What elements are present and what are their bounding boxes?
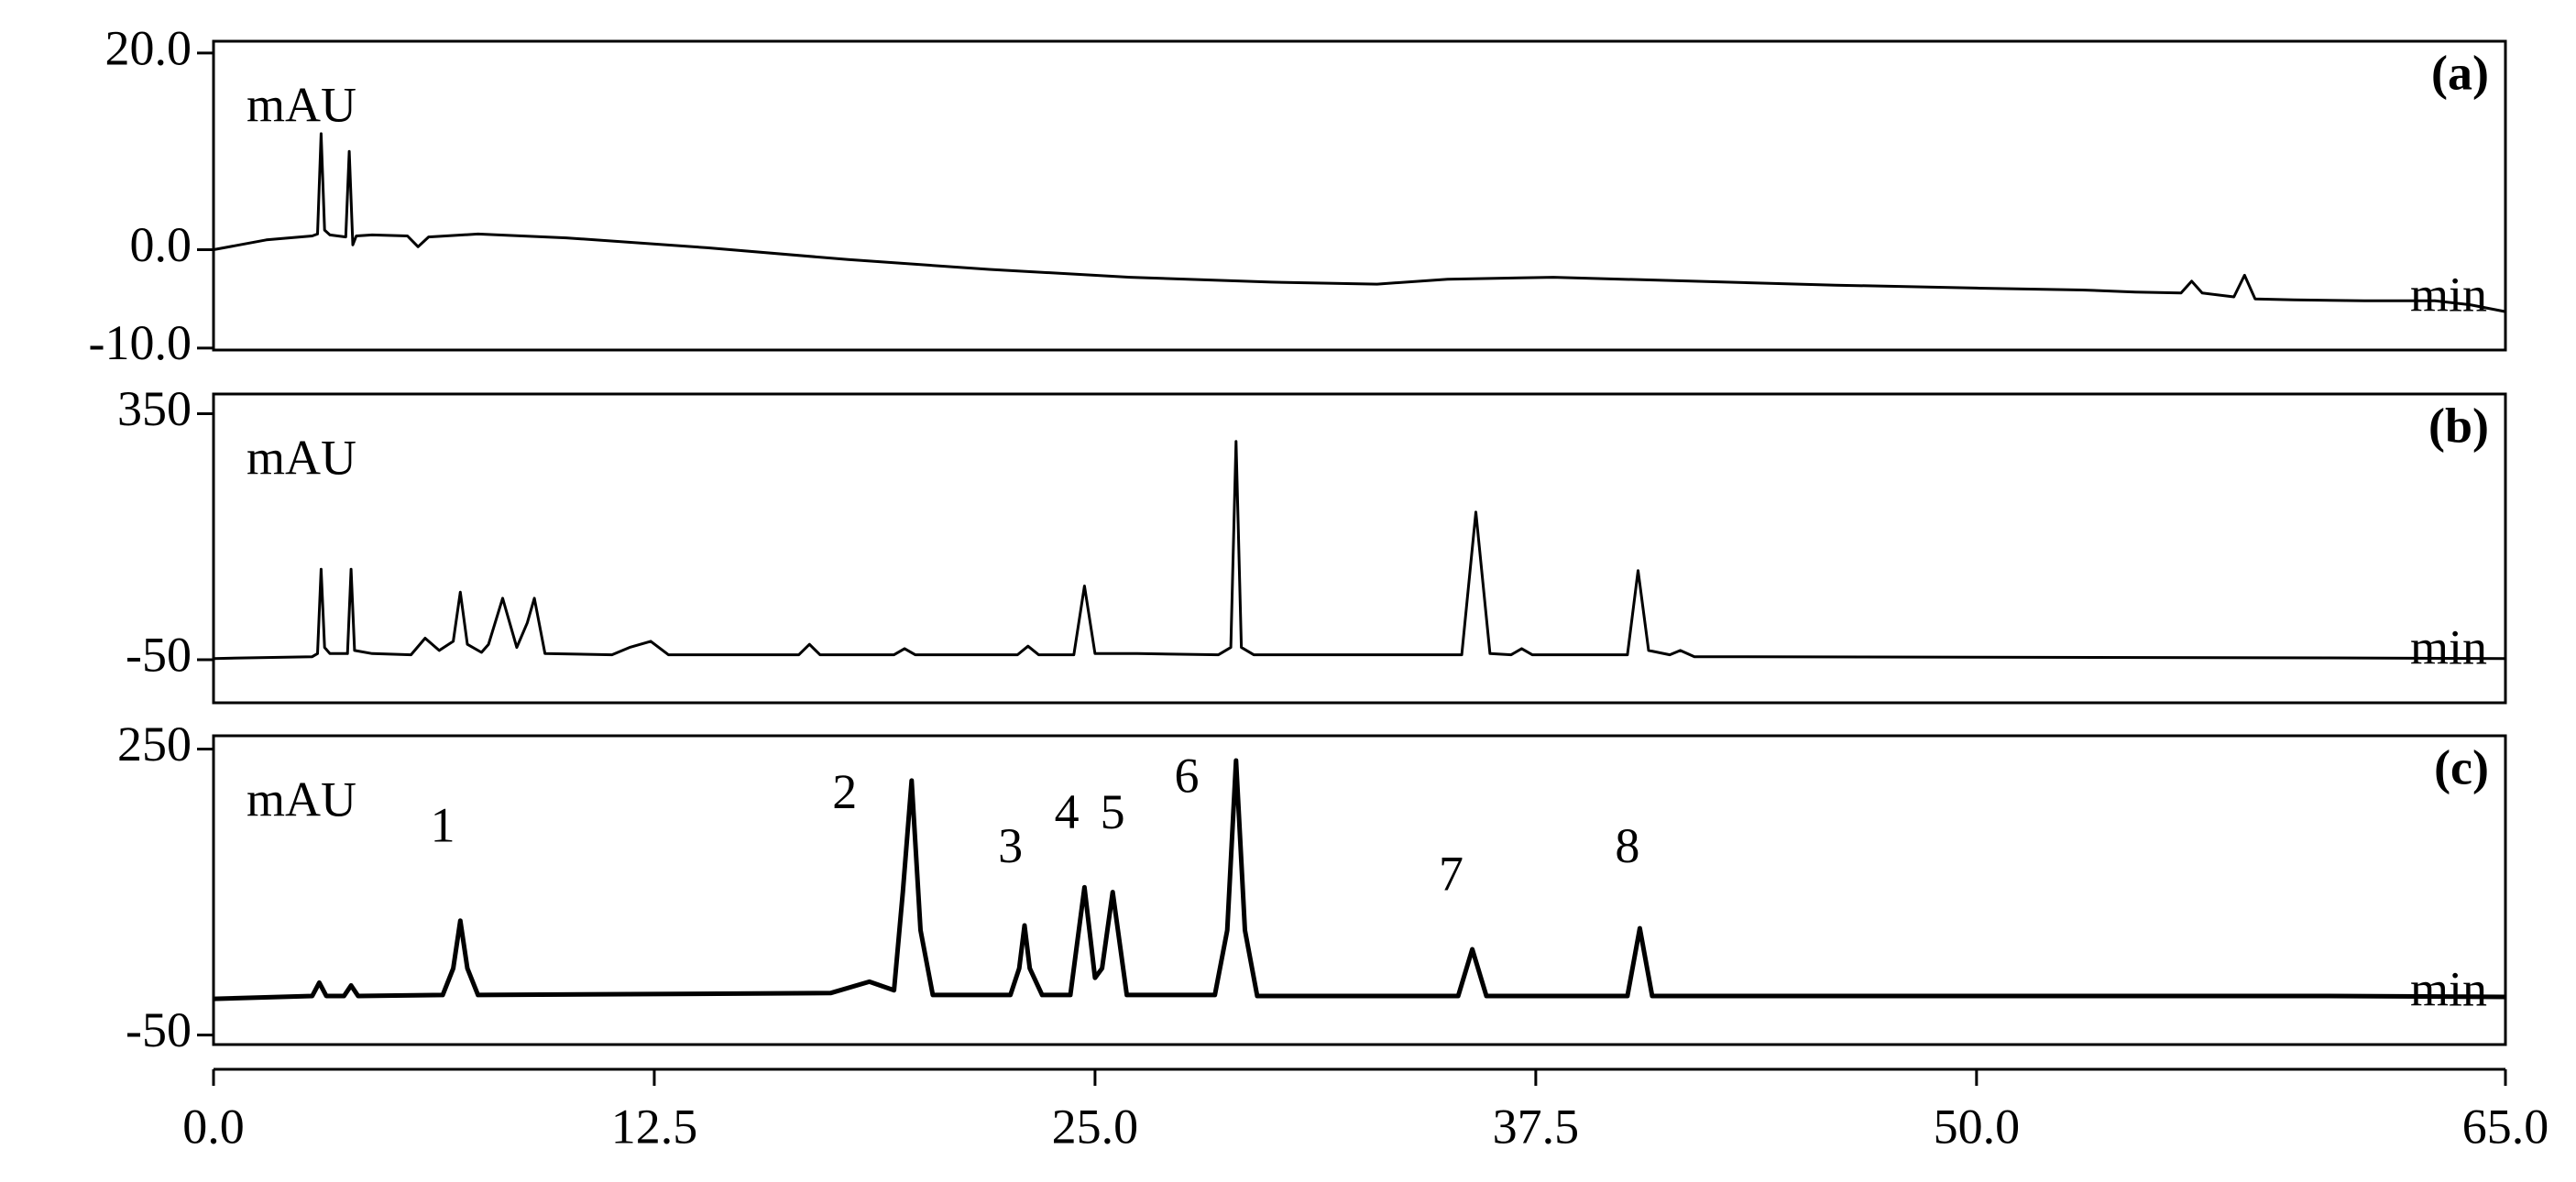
- y-tick-label: 250: [117, 717, 192, 772]
- x-tick-label: 37.5: [1493, 1099, 1580, 1154]
- y-axis-label: mAU: [247, 430, 356, 485]
- y-tick-label: -50: [126, 1002, 192, 1057]
- panel-frame: [212, 392, 2507, 705]
- peak-label: 4: [1055, 784, 1080, 839]
- y-axis-label: mAU: [247, 77, 356, 132]
- x-axis-label: min: [2410, 267, 2487, 322]
- trace: [213, 758, 2506, 1001]
- x-axis-label: min: [2410, 961, 2487, 1016]
- panel-label: (a): [2431, 45, 2489, 100]
- x-tick-label: 0.0: [182, 1099, 245, 1154]
- peak-label: 2: [832, 764, 857, 819]
- peak-label: 5: [1101, 784, 1125, 839]
- peak-label: 6: [1174, 748, 1199, 803]
- peak-label: 1: [431, 797, 455, 852]
- peak-label: 8: [1615, 818, 1639, 873]
- trace: [213, 132, 2506, 313]
- panel-label: (c): [2434, 739, 2489, 794]
- panel-label: (b): [2428, 398, 2489, 453]
- y-tick-label: 0.0: [130, 217, 192, 272]
- panel-frame: [212, 734, 2507, 1046]
- x-tick-label: 25.0: [1052, 1099, 1139, 1154]
- x-tick-label: 50.0: [1934, 1099, 2021, 1154]
- trace: [213, 440, 2506, 661]
- x-tick-label: 12.5: [611, 1099, 698, 1154]
- panel-frame: [212, 39, 2507, 352]
- peak-label: 3: [998, 818, 1023, 873]
- x-axis-label: min: [2410, 619, 2487, 674]
- y-tick-label: 20.0: [105, 20, 192, 75]
- y-tick-label: 350: [117, 381, 192, 436]
- y-tick-label: -50: [126, 627, 192, 682]
- y-tick-label: -10.0: [89, 315, 192, 370]
- y-axis-label: mAU: [247, 772, 356, 826]
- x-tick-label: 65.0: [2462, 1099, 2549, 1154]
- peak-label: 7: [1439, 846, 1463, 901]
